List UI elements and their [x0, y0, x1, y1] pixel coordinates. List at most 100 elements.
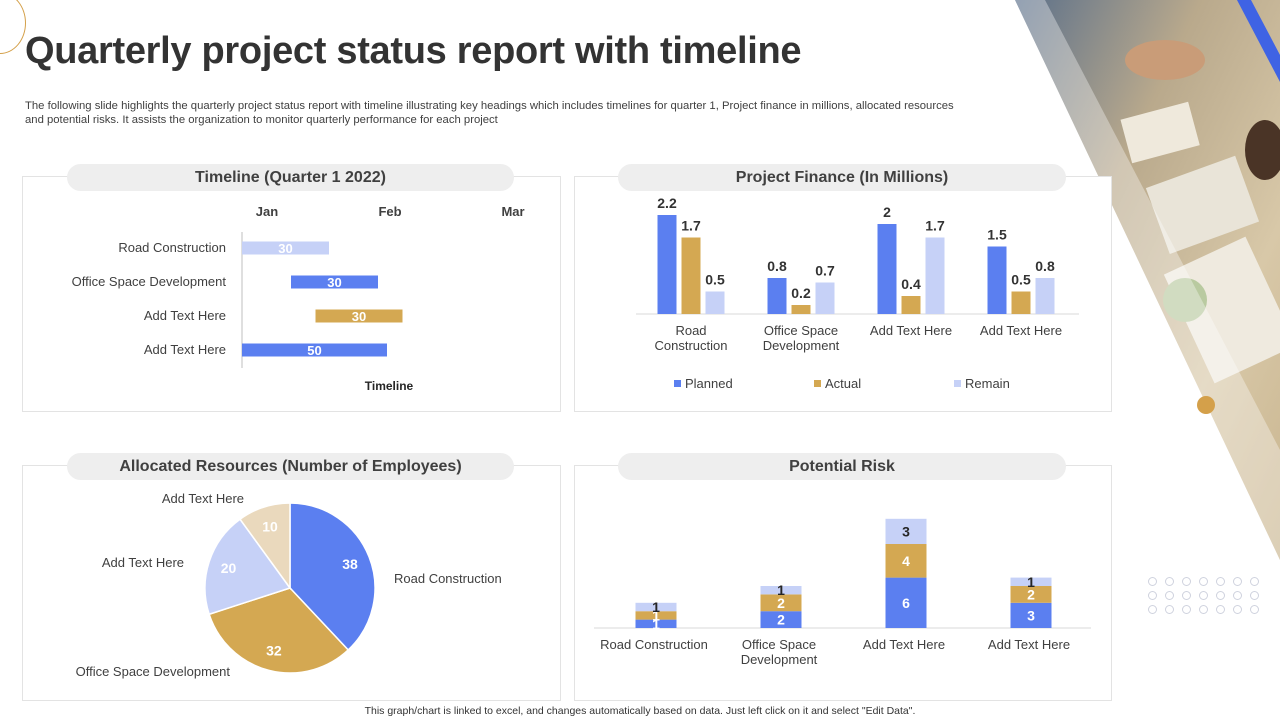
risk-bar-segment — [1010, 602, 1052, 628]
decorative-dot-grid — [1148, 577, 1263, 619]
risk-bar-segment — [885, 544, 927, 578]
timeline-axis-title: Timeline — [365, 379, 414, 393]
finance-data-label: 0.7 — [815, 263, 835, 279]
pie-value-label: 32 — [266, 643, 282, 659]
finance-category-label: Development — [763, 338, 840, 353]
pie-category-label: Add Text Here — [162, 491, 244, 506]
timeline-bar-value: 30 — [278, 241, 292, 256]
finance-legend-label: Actual — [825, 376, 861, 391]
timeline-category-label: Add Text Here — [144, 308, 226, 323]
finance-data-label: 0.4 — [901, 276, 921, 292]
finance-bar — [791, 305, 811, 314]
risk-data-label: 6 — [902, 595, 910, 611]
finance-legend-swatch — [954, 380, 961, 387]
finance-bar — [987, 246, 1007, 314]
finance-category-label: Add Text Here — [870, 323, 952, 338]
risk-bar-segment — [635, 602, 677, 612]
timeline-bar — [315, 309, 403, 323]
risk-bar-segment — [760, 611, 802, 628]
risk-bar-segment — [885, 577, 927, 628]
risk-bar-segment — [1010, 586, 1052, 603]
finance-bar — [681, 237, 701, 314]
resources-chart: 38 Road Construction 32 Office Space Develo… — [76, 491, 502, 679]
decorative-ring — [0, 0, 26, 54]
risk-data-label: 4 — [902, 553, 910, 569]
pie-slice — [289, 502, 376, 652]
pie-category-label: Road Construction — [394, 571, 502, 586]
risk-data-label: 1 — [652, 607, 660, 623]
risk-data-label: 1 — [777, 582, 785, 598]
pie-category-label: Add Text Here — [102, 555, 184, 570]
finance-data-label: 1.7 — [681, 218, 701, 234]
finance-category-label: Office Space — [764, 323, 838, 338]
pie-value-label: 20 — [221, 560, 237, 576]
pie-value-label: 10 — [262, 519, 278, 535]
finance-chart: 2.21.70.5RoadConstruction0.80.20.7Office… — [636, 195, 1079, 391]
finance-bar — [877, 224, 897, 314]
finance-category-label: Road — [675, 323, 706, 338]
timeline-category-label: Road Construction — [118, 240, 226, 255]
pie-slice — [208, 587, 350, 674]
risk-bar-segment — [885, 518, 927, 544]
risk-data-label: 2 — [1027, 586, 1035, 602]
decorative-dot — [1197, 396, 1215, 414]
finance-data-label: 1.7 — [925, 218, 945, 234]
finance-bar — [1035, 278, 1055, 314]
risk-category-label: Road Construction — [600, 637, 708, 652]
finance-bar — [1011, 291, 1031, 314]
footer-note: This graph/chart is linked to excel, and… — [364, 705, 916, 717]
page-title: Quarterly project status report with tim… — [25, 30, 802, 72]
finance-data-label: 0.5 — [1011, 272, 1031, 288]
finance-bar — [925, 237, 945, 314]
risk-bar-segment — [1010, 577, 1052, 586]
pie-slice — [204, 518, 292, 616]
finance-data-label: 2 — [883, 204, 891, 220]
finance-data-label: 0.8 — [1035, 258, 1055, 274]
finance-bar — [705, 291, 725, 314]
finance-legend-label: Remain — [965, 376, 1010, 391]
finance-header: Project Finance (In Millions) — [618, 164, 1066, 191]
risk-category-label: Office Space — [742, 637, 816, 652]
finance-category-label: Add Text Here — [980, 323, 1062, 338]
risk-bar-segment — [760, 586, 802, 595]
risk-bar-segment — [760, 594, 802, 612]
finance-legend-label: Planned — [685, 376, 733, 391]
timeline-bar — [242, 343, 387, 357]
pie-category-label: Office Space Development — [76, 664, 231, 679]
office-photo — [1015, 0, 1280, 560]
timeline-tick-label: Feb — [378, 204, 401, 219]
risk-data-label: 1 — [1027, 574, 1035, 590]
timeline-chart: Jan Feb Mar Road Construction 30 Office Space… — [72, 204, 525, 393]
risk-header: Potential Risk — [618, 453, 1066, 480]
risk-data-label: 2 — [777, 595, 785, 611]
timeline-bar — [291, 275, 378, 289]
finance-data-label: 1.5 — [987, 227, 1007, 243]
pie-slice — [238, 502, 291, 591]
risk-bar-segment — [635, 619, 677, 628]
timeline-tick-label: Mar — [501, 204, 524, 219]
finance-bar — [657, 215, 677, 314]
risk-data-label: 3 — [902, 523, 910, 539]
timeline-bar-value: 50 — [307, 343, 321, 358]
finance-legend-swatch — [674, 380, 681, 387]
risk-data-label: 3 — [1027, 607, 1035, 623]
timeline-category-label: Add Text Here — [144, 342, 226, 357]
finance-legend-swatch — [814, 380, 821, 387]
timeline-bar-value: 30 — [352, 309, 366, 324]
finance-bar — [767, 278, 787, 314]
risk-bar-segment — [635, 611, 677, 620]
finance-data-label: 0.5 — [705, 272, 725, 288]
finance-bar — [901, 296, 921, 314]
finance-data-label: 2.2 — [657, 195, 677, 211]
page-description: The following slide highlights the quart… — [25, 100, 954, 126]
finance-category-label: Construction — [655, 338, 728, 353]
finance-data-label: 0.8 — [767, 258, 787, 274]
risk-category-label: Development — [741, 652, 818, 667]
risk-data-label: 2 — [777, 612, 785, 628]
risk-data-label: 1 — [652, 599, 660, 615]
timeline-bar-value: 30 — [327, 275, 341, 290]
timeline-tick-label: Jan — [256, 204, 278, 219]
risk-category-label: Add Text Here — [988, 637, 1070, 652]
risk-category-label: Add Text Here — [863, 637, 945, 652]
